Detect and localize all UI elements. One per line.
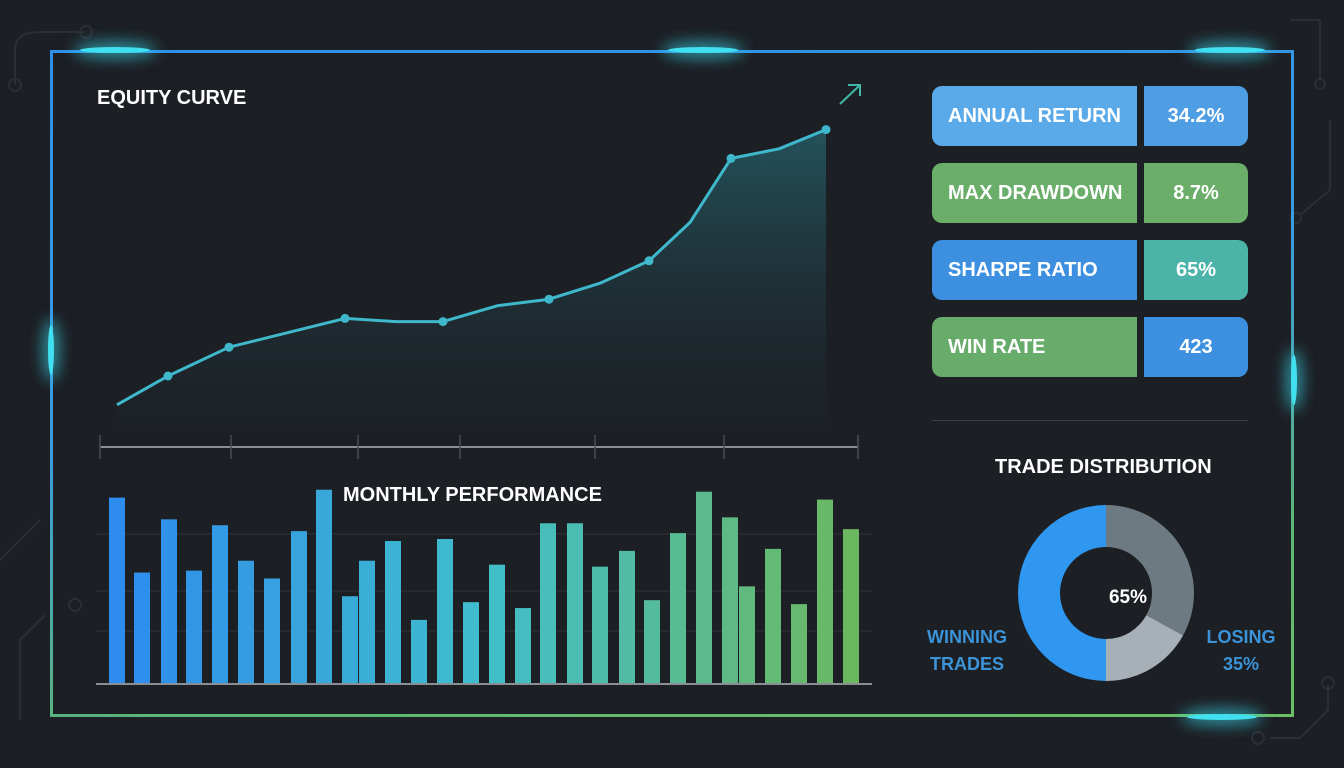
stat-value: 8.7% <box>1144 163 1248 223</box>
bar <box>385 541 401 683</box>
legend-losing: LOSING 35% <box>1200 624 1282 678</box>
bar <box>264 578 280 683</box>
donut-slice <box>1106 505 1194 636</box>
equity-curve-chart <box>99 125 859 459</box>
bar <box>186 570 202 683</box>
legend-winning-line2: TRADES <box>929 654 1004 674</box>
bar <box>670 533 686 683</box>
equity-area <box>117 129 826 440</box>
equity-point <box>163 371 173 381</box>
frame-glow <box>48 325 54 375</box>
bar <box>437 539 453 683</box>
equity-point <box>224 342 234 352</box>
bar <box>161 519 177 683</box>
stat-value: 423 <box>1144 317 1248 377</box>
monthly-performance-title: MONTHLY PERFORMANCE <box>343 484 602 506</box>
frame-glow <box>1291 355 1297 405</box>
bar <box>567 523 583 683</box>
bar <box>291 531 307 683</box>
bar <box>359 560 375 683</box>
frame-glow <box>1195 47 1265 53</box>
bar <box>411 619 427 683</box>
bar <box>765 548 781 683</box>
stat-sharpe-ratio: SHARPE RATIO 65% <box>932 240 1248 300</box>
monthly-performance-chart <box>96 489 872 685</box>
stat-label: WIN RATE <box>932 317 1137 377</box>
bar <box>696 491 712 683</box>
bar <box>515 608 531 683</box>
stat-value: 34.2% <box>1144 86 1248 146</box>
bar <box>843 529 859 683</box>
stat-value: 65% <box>1144 240 1248 300</box>
stat-label: SHARPE RATIO <box>932 240 1137 300</box>
trend-up-arrow-icon <box>839 84 861 105</box>
bar <box>212 525 228 683</box>
bar <box>463 602 479 683</box>
donut-slice <box>1106 615 1184 681</box>
equity-point <box>726 153 736 163</box>
stat-win-rate: WIN RATE 423 <box>932 317 1248 377</box>
bar <box>592 566 608 683</box>
donut-slice <box>1018 505 1106 681</box>
bar <box>489 564 505 683</box>
donut-center-label: 65% <box>1109 587 1147 608</box>
bar <box>134 572 150 683</box>
trade-distribution-donut: 65% <box>1018 505 1194 681</box>
bar <box>316 489 332 683</box>
stat-annual-return: ANNUAL RETURN 34.2% <box>932 86 1248 146</box>
frame-glow <box>80 47 150 53</box>
frame-glow <box>668 47 738 53</box>
legend-losing-line2: 35% <box>1222 654 1260 674</box>
stat-max-drawdown: MAX DRAWDOWN 8.7% <box>932 163 1248 223</box>
section-divider <box>932 420 1248 421</box>
legend-winning-line1: WINNING <box>927 627 1007 647</box>
bar <box>619 550 635 683</box>
equity-point <box>644 256 654 266</box>
bar <box>739 586 755 683</box>
bar <box>644 600 660 683</box>
bar <box>817 499 833 683</box>
trade-distribution-title: TRADE DISTRIBUTION <box>995 456 1212 478</box>
equity-point <box>340 313 350 323</box>
stat-label: ANNUAL RETURN <box>932 86 1137 146</box>
equity-line <box>116 128 827 407</box>
bar <box>109 497 125 683</box>
equity-point <box>821 125 831 135</box>
bar <box>791 604 807 683</box>
bar <box>238 560 254 683</box>
bar <box>722 517 738 683</box>
equity-curve-title: EQUITY CURVE <box>97 87 247 109</box>
equity-point <box>438 317 448 327</box>
bar <box>540 523 556 683</box>
stat-label: MAX DRAWDOWN <box>932 163 1137 223</box>
equity-point <box>544 294 554 304</box>
bar <box>342 596 358 683</box>
legend-losing-line1: LOSING <box>1206 627 1276 647</box>
legend-winning-trades: WINNING TRADES <box>922 624 1012 678</box>
frame-glow <box>1187 714 1257 720</box>
